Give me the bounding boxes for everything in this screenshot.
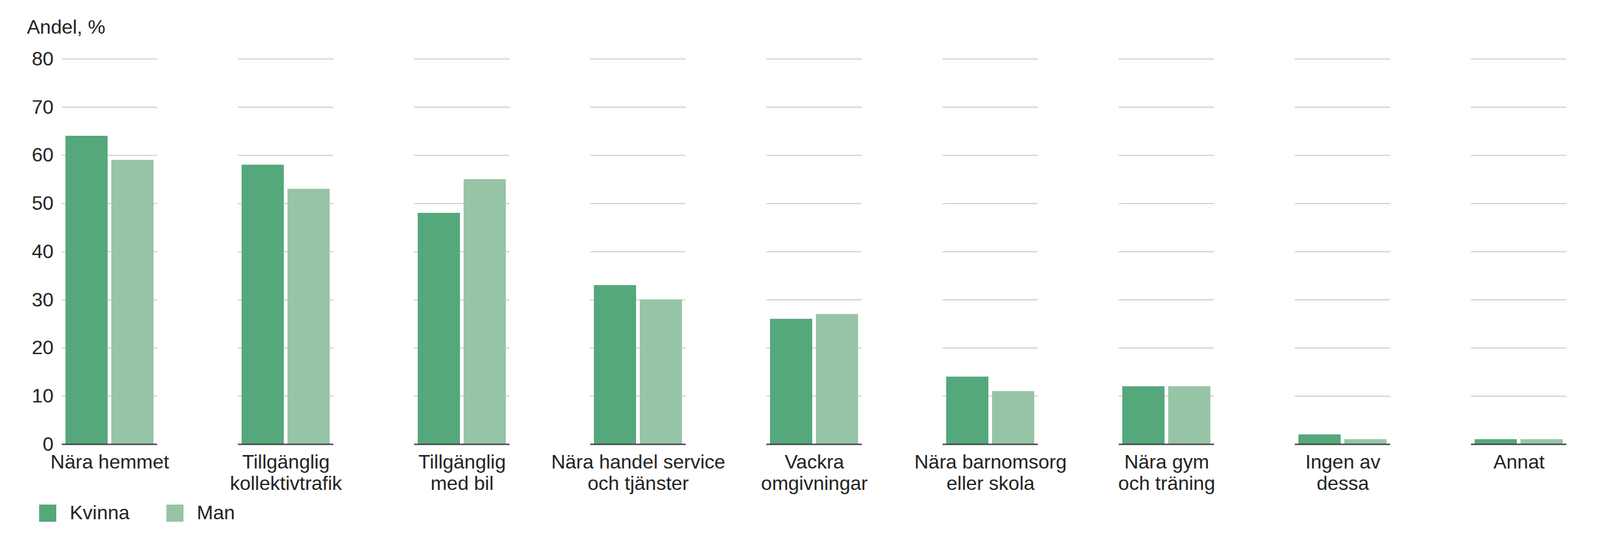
html-text:Kvinna: Kvinna [69, 501, 130, 524]
svg-text:80: 80 [31, 47, 54, 70]
svg-text:20: 20 [31, 336, 54, 359]
svg-text:0: 0 [42, 432, 54, 455]
svg-text:70: 70 [31, 95, 54, 118]
svg-text:10: 10 [31, 384, 54, 407]
svg-text:Nära barnomsorgeller skola: Nära barnomsorgeller skola [914, 450, 1067, 494]
html-text:Andel, %: Andel, % [26, 15, 106, 38]
svg-text:Nära handel serviceoch tjänste: Nära handel serviceoch tjänster [551, 450, 726, 494]
svg-text:30: 30 [31, 288, 54, 311]
svg-text:Ingen avdessa: Ingen avdessa [1305, 450, 1381, 494]
html-text:Man: Man [196, 501, 235, 524]
svg-text:Tillgängligkollektivtrafik: Tillgängligkollektivtrafik [229, 450, 343, 494]
svg-text:Annat: Annat [1493, 450, 1545, 473]
svg-text:50: 50 [31, 192, 54, 215]
svg-text:Nära gymoch träning: Nära gymoch träning [1118, 450, 1215, 494]
svg-text:Vackraomgivningar: Vackraomgivningar [760, 450, 868, 494]
svg-text:Nära hemmet: Nära hemmet [50, 450, 170, 473]
svg-text:Tillgängligmed bil: Tillgängligmed bil [418, 450, 506, 494]
svg-text:60: 60 [31, 143, 54, 166]
svg-text:40: 40 [31, 240, 54, 263]
